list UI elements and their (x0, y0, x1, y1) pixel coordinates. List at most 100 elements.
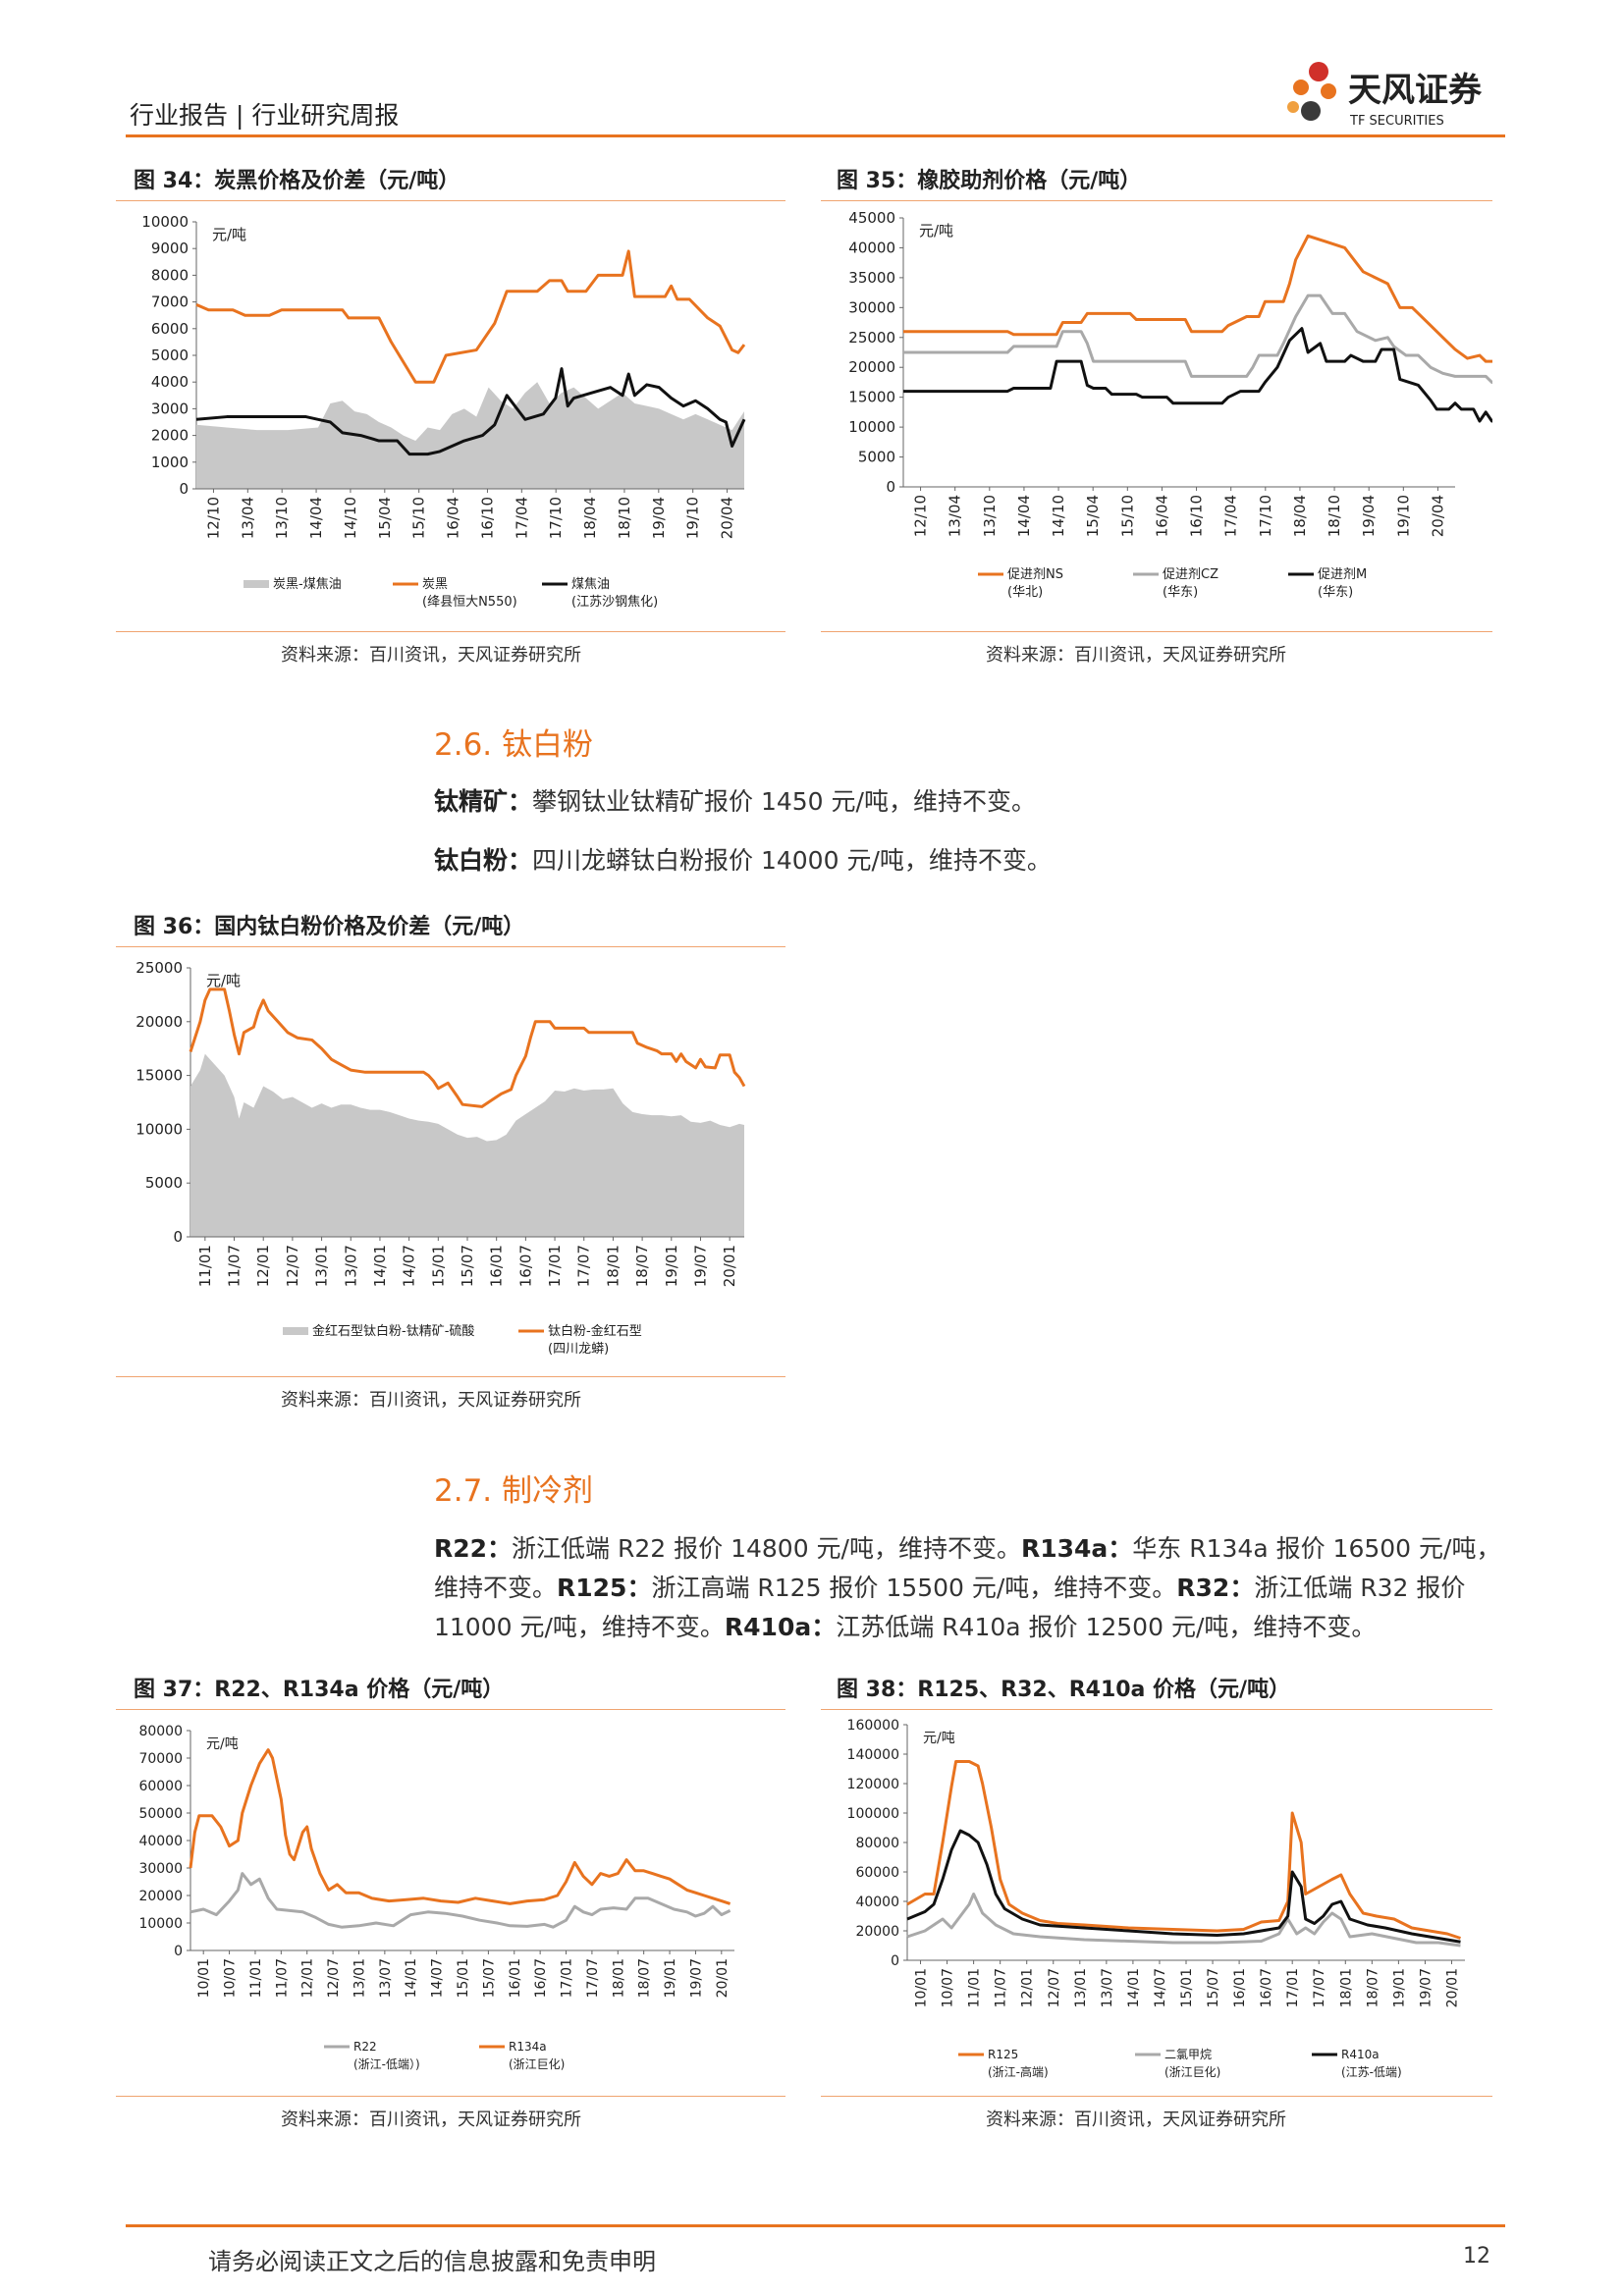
fig35-xtick-label: 18/10 (1326, 495, 1343, 537)
fig35-xtick-label: 12/10 (912, 495, 930, 537)
fig34-legend-label-0: 炭黑-煤焦油 (273, 577, 342, 592)
fig35-series-1-line (903, 294, 1492, 384)
fig34-xtick-label: 13/04 (239, 497, 256, 539)
fig34-unit-label: 元/吨 (212, 226, 246, 243)
fig38-xtick-label: 17/07 (1312, 1968, 1327, 2007)
fig36-xtick-label: 15/07 (459, 1245, 476, 1287)
fig38-legend-label-1: 二氯甲烷 (1164, 2048, 1212, 2061)
fig38-ytick-label: 40000 (855, 1895, 899, 1910)
fig36-chart: 0 5000 10000 15000 20000 25000 元/吨 11/01 11/07 12… (135, 959, 746, 1357)
fig38-xtick-label: 15/01 (1179, 1968, 1195, 2007)
fig35-xtick-label: 16/10 (1188, 495, 1206, 537)
fig35-series-0-line (903, 234, 1492, 363)
fig36-xtick-label: 18/01 (604, 1245, 622, 1287)
fig37-xtick-label: 16/07 (533, 1958, 549, 1998)
section-2-7-heading: 2.7. 制冷剂 (434, 1473, 594, 1509)
fig35-chart: 0 5000 10000 15000 20000 25000 30000 35000 40000… (848, 209, 1492, 600)
fig36-xtick-label: 12/07 (284, 1245, 301, 1287)
fig34-source: 资料来源：百川资讯，天风证券研究所 (281, 645, 581, 666)
fig34-ytick-label: 5000 (151, 347, 189, 364)
fig38-source: 资料来源：百川资讯，天风证券研究所 (986, 2109, 1286, 2130)
fig35-rule-top (821, 200, 1492, 201)
fig35-legend-label-2: 促进剂M (1318, 567, 1367, 582)
fig38-rule-bot (821, 2096, 1492, 2097)
fig36-ytick-label: 0 (173, 1228, 183, 1246)
fig37-xtick-label: 14/07 (430, 1958, 446, 1998)
fig36-ytick-label: 5000 (145, 1174, 183, 1192)
fig34-xtick-label: 19/10 (684, 497, 702, 539)
fig37-rule-top (116, 1709, 785, 1710)
fig37-xtick-label: 18/07 (637, 1958, 653, 1998)
fig35-xtick-label: 19/04 (1360, 495, 1378, 537)
fig38-xtick-label: 16/07 (1259, 1968, 1274, 2007)
fig36-xtick-label: 17/07 (575, 1245, 593, 1287)
fig35-ytick-label: 40000 (848, 239, 895, 256)
fig34-ytick-label: 9000 (151, 240, 189, 257)
fig38-xtick-label: 20/01 (1444, 1968, 1460, 2007)
fig36-unit-label: 元/吨 (206, 972, 241, 989)
footer-rule (126, 2224, 1505, 2227)
fig37-ytick-label: 40000 (138, 1834, 183, 1849)
fig35-ytick-label: 10000 (848, 418, 895, 436)
fig38-xtick-label: 10/07 (941, 1968, 956, 2007)
fig35-xtick-label: 18/04 (1291, 495, 1309, 537)
fig38-ytick-label: 80000 (855, 1836, 899, 1851)
fig36-xtick-label: 17/01 (546, 1245, 564, 1287)
fig36-xtick-label: 16/07 (516, 1245, 534, 1287)
fig38-xtick-label: 19/01 (1391, 1968, 1407, 2007)
fig34-series-0-area (196, 382, 744, 489)
fig34-xtick-label: 14/04 (307, 497, 325, 539)
fig37-ytick-label: 60000 (138, 1779, 183, 1794)
fig35-xtick-label: 13/04 (947, 495, 964, 537)
fig38-legend-sub-1: (浙江巨化) (1164, 2065, 1220, 2079)
fig35-legend-sub-1: (华东) (1163, 585, 1198, 600)
fig36-series-0-area (190, 1053, 744, 1237)
fig35-source: 资料来源：百川资讯，天风证券研究所 (986, 645, 1286, 666)
fig38-xtick-label: 13/07 (1100, 1968, 1115, 2007)
fig38-series-2-line (906, 1829, 1461, 1944)
fig38-ytick-label: 20000 (855, 1924, 899, 1940)
fig34-series-2-line (195, 367, 746, 456)
fig34-legend-sub-1: (绛县恒大N550) (422, 595, 517, 610)
fig35-series-2-line (903, 327, 1492, 423)
footer-disclaimer: 请务必阅读正文之后的信息披露和免责申明 (208, 2248, 656, 2275)
fig37-legend-label-1: R134a (509, 2040, 547, 2054)
fig36-source: 资料来源：百川资讯，天风证券研究所 (281, 1390, 581, 1411)
fig36-xtick-label: 18/07 (633, 1245, 651, 1287)
fig37-xtick-label: 11/07 (274, 1958, 290, 1998)
fig36-xtick-label: 20/01 (721, 1245, 738, 1287)
fig38-ytick-label: 100000 (847, 1806, 899, 1822)
section-2-6-p1: 钛精矿：攀钢钛业钛精矿报价 1450 元/吨，维持不变。 (434, 782, 1036, 822)
fig38-legend-label-2: R410a (1341, 2048, 1380, 2061)
fig34-xtick-label: 18/04 (581, 497, 599, 539)
fig37-xtick-label: 18/01 (611, 1958, 626, 1998)
fig35-ytick-label: 15000 (848, 389, 895, 406)
fig34-xtick-label: 19/04 (650, 497, 668, 539)
fig38-xtick-label: 13/01 (1073, 1968, 1089, 2007)
p2-label: 钛白粉： (434, 846, 533, 875)
fig37-xtick-label: 19/07 (688, 1958, 704, 1998)
fig35-xtick-label: 16/04 (1153, 495, 1170, 537)
fig37-xtick-label: 19/01 (663, 1958, 678, 1998)
fig34-series-1-line (195, 249, 746, 384)
fig35-ytick-label: 25000 (848, 329, 895, 347)
r410a-label: R410a： (724, 1613, 837, 1641)
fig37-xtick-label: 16/01 (508, 1958, 523, 1998)
fig36-ytick-label: 10000 (135, 1120, 183, 1138)
fig34-xtick-label: 15/10 (410, 497, 428, 539)
fig37-title: 图 37：R22、R134a 价格（元/吨） (134, 1678, 505, 1702)
fig35-ytick-label: 20000 (848, 358, 895, 376)
fig34-rule-top (116, 200, 785, 201)
fig38-xtick-label: 16/01 (1232, 1968, 1248, 2007)
fig38-rule-top (821, 1709, 1492, 1710)
fig36-legend-label-0: 金红石型钛白粉-钛精矿-硫酸 (312, 1323, 474, 1339)
fig35-xtick-label: 13/10 (981, 495, 999, 537)
fig37-source: 资料来源：百川资讯，天风证券研究所 (281, 2109, 581, 2130)
fig35-xtick-label: 17/10 (1257, 495, 1274, 537)
fig38-xtick-label: 15/07 (1206, 1968, 1221, 2007)
fig35-ytick-label: 0 (886, 478, 895, 496)
fig37-ytick-label: 50000 (138, 1806, 183, 1822)
section-2-7-para: R22：浙江低端 R22 报价 14800 元/吨，维持不变。R134a：华东 … (434, 1529, 1514, 1647)
fig34-xtick-label: 13/10 (273, 497, 291, 539)
r32-label: R32： (1176, 1574, 1255, 1602)
